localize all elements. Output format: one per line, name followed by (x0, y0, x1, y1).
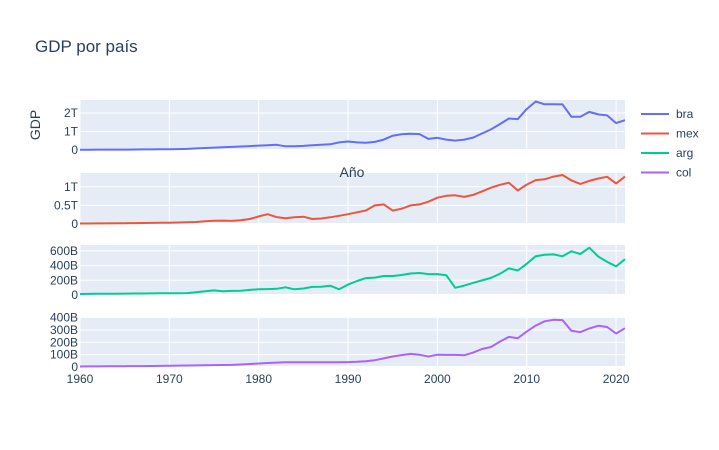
legend-item-arg[interactable]: arg (641, 146, 693, 160)
y-tick-label-arg: 400B (50, 259, 78, 273)
series-line-bra[interactable] (80, 100, 626, 151)
legend-label-arg: arg (676, 146, 693, 160)
y-tick-label-bra: 1T (64, 124, 79, 138)
series-line-arg[interactable] (79, 246, 626, 295)
y-tick-label-bra: 0 (71, 143, 78, 157)
chart-title: GDP por país (35, 37, 138, 56)
y-tick-label-arg: 200B (50, 273, 78, 287)
y-tick-label-arg: 600B (50, 244, 78, 258)
panel-mex: 0 0.5T 1T (54, 173, 626, 231)
legend-label-col: col (676, 166, 691, 180)
x-tick-label: 1970 (156, 372, 183, 386)
panel-bra: 0 1T 2T (64, 100, 626, 157)
series-line-mex[interactable] (80, 174, 626, 225)
y-tick-label-col: 0 (71, 360, 78, 374)
y-axis-title: GDP (27, 110, 43, 140)
legend-item-bra[interactable]: bra (641, 107, 694, 121)
legend-label-mex: mex (676, 127, 699, 141)
x-axis-title: Año (340, 164, 365, 180)
y-tick-label-bra: 2T (64, 106, 79, 120)
y-tick-label-col: 100B (50, 348, 78, 362)
legend-label-bra: bra (676, 107, 694, 121)
legend[interactable]: bra mex arg col (641, 107, 699, 180)
legend-item-mex[interactable]: mex (641, 127, 699, 141)
x-tick-label: 1980 (245, 372, 272, 386)
y-tick-label-arg: 0 (71, 288, 78, 302)
x-tick-label: 1960 (67, 372, 94, 386)
y-tick-label-col: 200B (50, 335, 78, 349)
plot-background-arg (80, 245, 625, 295)
y-tick-label-mex: 0 (71, 217, 78, 231)
y-tick-label-mex: 1T (64, 180, 79, 194)
subplot-panels: 01T2T00.5T1T0200B400B600B0100B200B300B40… (50, 100, 630, 386)
x-tick-label: 2010 (513, 372, 540, 386)
y-tick-label-col: 400B (50, 311, 78, 325)
series-line-col[interactable] (79, 318, 626, 368)
x-tick-label: 2020 (603, 372, 630, 386)
y-tick-label-col: 300B (50, 323, 78, 337)
plot-background-mex (80, 173, 625, 224)
x-tick-label: 2000 (424, 372, 451, 386)
x-tick-label: 1990 (335, 372, 362, 386)
y-tick-label-mex: 0.5T (54, 198, 79, 212)
legend-item-col[interactable]: col (641, 166, 691, 180)
